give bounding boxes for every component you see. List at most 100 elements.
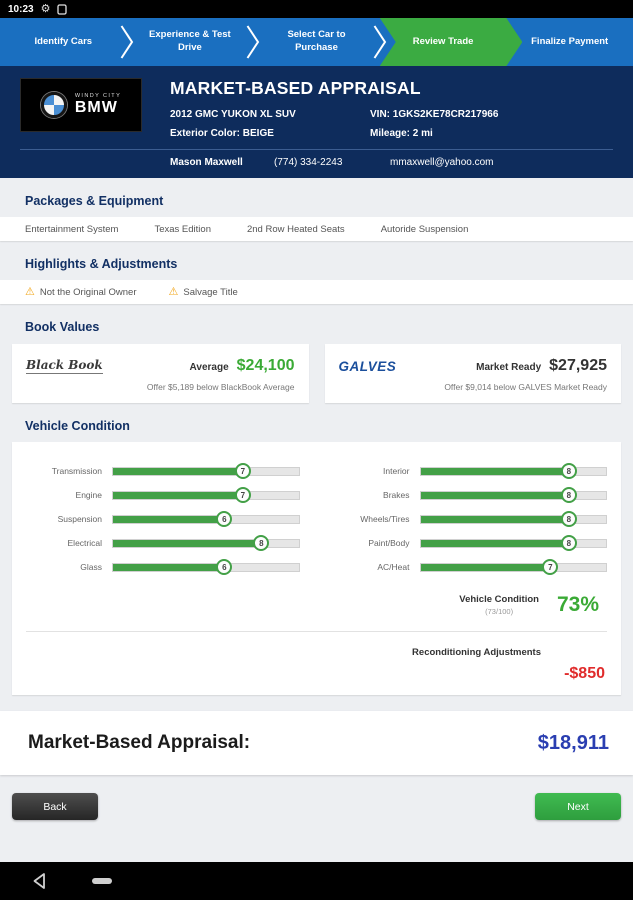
dealer-name: BMW	[74, 98, 118, 116]
condition-label: Brakes	[383, 490, 410, 500]
condition-section-title: Vehicle Condition	[25, 419, 130, 433]
status-time: 10:23	[8, 3, 34, 15]
condition-row: Suspension 6	[26, 507, 300, 531]
condition-bar-track: 7	[112, 463, 300, 479]
book-value-amount: Market Ready $27,925	[476, 357, 607, 375]
condition-summary-text: Vehicle Condition (73/100)	[459, 594, 539, 616]
customer-name: Mason Maxwell	[170, 157, 243, 168]
chevron-right-icon	[373, 24, 387, 60]
condition-left-column: Transmission 7 Engine 7 Suspension 6 Electrica…	[26, 459, 300, 579]
back-button[interactable]: Back	[12, 793, 98, 820]
condition-bar-track: 8	[419, 487, 607, 503]
condition-bar-fill: 7	[420, 559, 559, 575]
condition-ratings: Transmission 7 Engine 7 Suspension 6 Electrica…	[26, 459, 607, 579]
stepper-step-label: Select Car to Purchase	[287, 29, 346, 53]
galves-logo: GALVES	[338, 358, 397, 374]
book-value: $27,925	[549, 357, 607, 374]
status-notification-icon	[57, 3, 68, 15]
customer-contact-row: Mason Maxwell (774) 334-2243 mmaxwell@ya…	[20, 157, 613, 168]
highlight-label: Not the Original Owner	[39, 286, 137, 298]
vehicle-info-grid: 2012 GMC YUKON XL SUV VIN: 1GKS2KE78CR21…	[170, 109, 613, 139]
condition-bar-fill: 8	[420, 535, 577, 551]
appraisal-total-value: $18,911	[537, 731, 609, 754]
header-right: MARKET-BASED APPRAISAL 2012 GMC YUKON XL…	[142, 78, 613, 139]
appraisal-total-label: Market-Based Appraisal:	[28, 732, 251, 753]
condition-bar-fill: 8	[113, 535, 270, 551]
status-bar: 10:23 ⚙	[0, 0, 633, 18]
condition-label: Suspension	[57, 514, 102, 524]
packages-strip: Entertainment System Texas Edition 2nd Row…	[0, 217, 633, 241]
package-item: Entertainment System	[25, 223, 119, 235]
condition-summary-label: Vehicle Condition	[459, 594, 539, 605]
condition-bar-track: 8	[419, 511, 607, 527]
book-value-label: Average	[189, 362, 229, 373]
condition-bar-track: 7	[419, 559, 607, 575]
blackbook-logo: Black Book	[26, 358, 103, 374]
highlights-strip: ⚠ Not the Original Owner ⚠ Salvage Title	[0, 280, 633, 304]
stepper-step-label: Review Trade	[412, 35, 474, 47]
android-back-icon[interactable]	[30, 871, 50, 891]
condition-label: Paint/Body	[368, 538, 410, 548]
book-value-amount: Average $24,100	[190, 357, 295, 375]
vehicle-mileage: Mileage: 2 mi	[370, 128, 433, 139]
book-value-label: Market Ready	[476, 362, 542, 373]
condition-row: Electrical 8	[26, 531, 300, 555]
reconditioning-value: -$850	[564, 665, 605, 682]
package-item: Texas Edition	[154, 223, 211, 235]
appraisal-header: WINDY CITY BMW MARKET-BASED APPRAISAL 20…	[0, 66, 633, 178]
condition-summary: Vehicle Condition (73/100) 73%	[26, 593, 607, 617]
condition-bar-track: 6	[112, 559, 300, 575]
condition-label: Glass	[80, 562, 102, 572]
condition-rating-badge: 8	[560, 487, 577, 503]
stepper-step-experience-test-drive[interactable]: Experience & Test Drive	[127, 18, 260, 66]
stepper-step-identify-cars[interactable]: Identify Cars	[0, 18, 133, 66]
stepper: Identify Cars Experience & Test Drive Sele…	[0, 18, 633, 66]
header-divider	[20, 149, 613, 150]
packages-section-title: Packages & Equipment	[25, 194, 164, 208]
condition-rating-badge: 6	[216, 511, 233, 527]
android-home-icon[interactable]	[92, 878, 112, 884]
condition-percent: 73%	[556, 593, 599, 616]
condition-row: AC/Heat 7	[334, 555, 607, 579]
highlight-item: ⚠ Not the Original Owner	[25, 285, 137, 298]
book-value-top: Black Book Average $24,100	[26, 357, 295, 375]
condition-bar-fill: 7	[113, 487, 251, 503]
condition-row: Glass 6	[26, 555, 300, 579]
highlights-section-title: Highlights & Adjustments	[25, 257, 178, 271]
stepper-step-finalize-payment[interactable]: Finalize Payment	[506, 18, 633, 66]
condition-rating-badge: 6	[216, 559, 233, 575]
highlight-label: Salvage Title	[183, 286, 238, 298]
footer-actions: Back Next	[0, 775, 633, 820]
stepper-step-review-trade[interactable]: Review Trade	[380, 18, 507, 66]
warning-icon: ⚠	[25, 285, 35, 298]
condition-label: Interior	[383, 466, 410, 476]
condition-label: Engine	[75, 490, 102, 500]
condition-rating-badge: 7	[234, 487, 251, 503]
condition-summary-score: (73/100)	[485, 607, 514, 616]
book-value: $24,100	[236, 357, 295, 374]
condition-bar-track: 8	[419, 463, 607, 479]
android-nav-bar	[0, 862, 633, 900]
book-values-row: Black Book Average $24,100 Offer $5,189 bel…	[12, 344, 621, 403]
condition-bar-track: 6	[112, 511, 300, 527]
condition-rating-badge: 7	[234, 463, 251, 479]
chevron-right-icon	[246, 24, 260, 60]
condition-rating-badge: 8	[560, 463, 577, 479]
dealer-text: WINDY CITY BMW	[75, 93, 121, 118]
book-values-section-title: Book Values	[25, 320, 100, 334]
customer-email: mmaxwell@yahoo.com	[390, 157, 494, 168]
condition-bar-track: 8	[112, 535, 300, 551]
vehicle-name: 2012 GMC YUKON XL SUV	[170, 109, 296, 120]
reconditioning-block: Reconditioning Adjustments -$850	[26, 642, 607, 683]
appraisal-total-bar: Market-Based Appraisal: $18,911	[0, 711, 633, 775]
book-value-card: Black Book Average $24,100 Offer $5,189 bel…	[12, 344, 309, 403]
bmw-roundel-icon	[40, 92, 67, 118]
condition-bar-fill: 8	[420, 487, 577, 503]
condition-row: Engine 7	[26, 483, 300, 507]
stepper-step-label: Experience & Test Drive	[149, 29, 231, 53]
package-item: 2nd Row Heated Seats	[246, 223, 345, 235]
condition-rating-badge: 8	[560, 511, 577, 527]
next-button[interactable]: Next	[535, 793, 621, 820]
stepper-step-select-car-to-purchase[interactable]: Select Car to Purchase	[253, 18, 386, 66]
